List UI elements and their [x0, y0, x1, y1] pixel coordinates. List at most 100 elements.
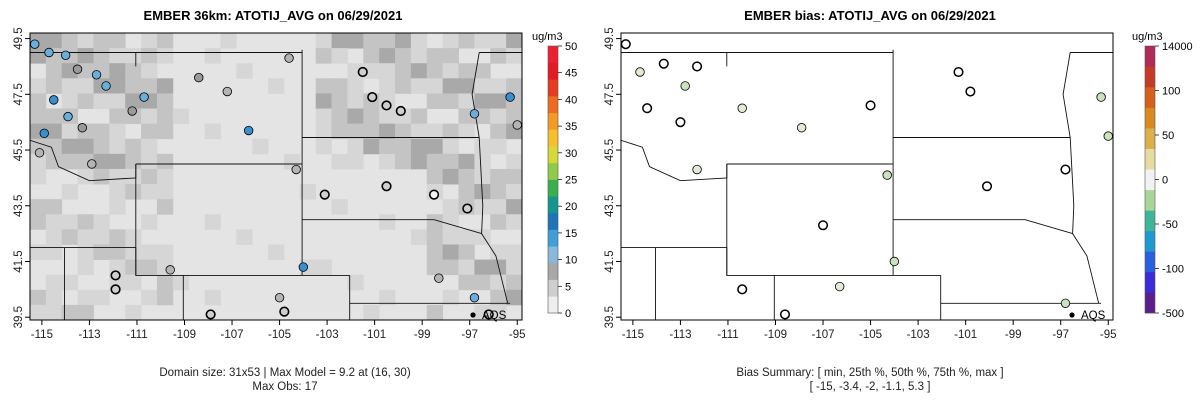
- obs-point: [358, 68, 367, 77]
- heatmap-cell: [236, 229, 252, 245]
- x-tick-label: -95: [1100, 329, 1117, 341]
- heatmap-cell: [78, 229, 94, 245]
- obs-point: [61, 51, 70, 60]
- heatmap-cell: [205, 124, 221, 140]
- heatmap-cell: [363, 48, 379, 64]
- x-tick-label: -111: [126, 329, 147, 341]
- heatmap-cell: [490, 139, 506, 155]
- obs-point: [49, 96, 58, 105]
- bias-point: [819, 221, 828, 230]
- bias-point: [676, 118, 685, 127]
- heatmap-cell: [332, 78, 348, 94]
- heatmap-cell: [411, 109, 427, 125]
- obs-point: [320, 190, 329, 199]
- heatmap-cell: [427, 63, 443, 79]
- heatmap-cell: [506, 214, 522, 230]
- heatmap-cell: [506, 33, 522, 49]
- heatmap-cell: [443, 154, 459, 170]
- heatmap-cell: [93, 214, 109, 230]
- heatmap-cell: [316, 48, 332, 64]
- heatmap-cell: [506, 154, 522, 170]
- aqs-label: AQS: [1081, 310, 1106, 322]
- heatmap-cell: [93, 48, 109, 64]
- colorbar-swatch: [548, 230, 558, 247]
- heatmap-cell: [109, 139, 125, 155]
- heatmap-cell: [62, 184, 78, 200]
- heatmap-cell: [411, 139, 427, 155]
- colorbar-swatch: [1145, 87, 1155, 108]
- x-tick-label: -101: [363, 329, 386, 341]
- x-tick-label: -101: [954, 329, 977, 341]
- heatmap-cell: [125, 139, 141, 155]
- heatmap-cell: [157, 290, 173, 306]
- obs-point: [396, 107, 405, 116]
- heatmap-cell: [157, 93, 173, 109]
- colorbar-swatch: [1145, 251, 1155, 272]
- heatmap-cell: [46, 290, 62, 306]
- heatmap-cell: [78, 78, 94, 94]
- heatmap-cell: [506, 244, 522, 260]
- bias-point: [621, 40, 630, 49]
- colorbar-swatch: [548, 213, 558, 230]
- heatmap-cell: [316, 93, 332, 109]
- heatmap-cell: [427, 244, 443, 260]
- colorbar-unit: ug/m3: [532, 31, 563, 43]
- heatmap-cell: [93, 139, 109, 155]
- obs-point: [470, 110, 479, 119]
- bias-point: [1097, 93, 1106, 102]
- colorbar-tick-label: 10: [565, 255, 577, 267]
- bias-point: [636, 68, 645, 77]
- heatmap-cell: [62, 154, 78, 170]
- bias-point: [1104, 132, 1113, 141]
- heatmap-cell: [411, 154, 427, 170]
- heatmap-cell: [332, 93, 348, 109]
- heatmap-cell: [78, 48, 94, 64]
- bias-point: [1061, 299, 1070, 308]
- obs-point: [30, 40, 39, 49]
- map-background: [621, 33, 1113, 320]
- y-tick-label: 45.5: [13, 139, 25, 161]
- heatmap-cell: [30, 214, 46, 230]
- model-caption-line-1: Domain size: 31x53 | Max Model = 9.2 at …: [159, 367, 410, 379]
- bias-point: [890, 257, 899, 266]
- heatmap-cell: [474, 229, 490, 245]
- obs-point: [470, 293, 479, 302]
- colorbar-swatch: [548, 263, 558, 280]
- heatmap-cell: [125, 78, 141, 94]
- heatmap-cell: [62, 124, 78, 140]
- heatmap-cell: [395, 33, 411, 49]
- heatmap-cell: [427, 78, 443, 94]
- colorbar-swatch: [548, 46, 558, 63]
- heatmap-cell: [78, 93, 94, 109]
- colorbar-swatch: [1145, 272, 1155, 293]
- colorbar-tick-label: 15: [565, 228, 577, 240]
- heatmap-cell: [443, 214, 459, 230]
- heatmap-cell: [332, 33, 348, 49]
- heatmap-cell: [46, 305, 62, 321]
- heatmap-cell: [109, 184, 125, 200]
- obs-point: [244, 126, 253, 135]
- obs-point: [275, 293, 284, 302]
- heatmap-cell: [157, 78, 173, 94]
- colorbar-unit: ug/m3: [1132, 31, 1163, 43]
- heatmap-cell: [109, 33, 125, 49]
- obs-point: [73, 65, 82, 74]
- heatmap-cell: [141, 48, 157, 64]
- heatmap-cell: [332, 154, 348, 170]
- heatmap-cell: [62, 93, 78, 109]
- heatmap-cell: [490, 48, 506, 64]
- heatmap-cell: [316, 78, 332, 94]
- obs-point: [368, 93, 377, 102]
- bias-colorbar: ug/m3 -500-100-5005010014000: [1132, 31, 1193, 320]
- heatmap-cell: [506, 275, 522, 291]
- heatmap-cell: [347, 109, 363, 125]
- heatmap-cell: [268, 244, 284, 260]
- heatmap-cell: [395, 139, 411, 155]
- x-tick-label: -99: [414, 329, 431, 341]
- x-tick-label: -105: [268, 329, 291, 341]
- heatmap-cell: [506, 199, 522, 215]
- heatmap-cell: [443, 124, 459, 140]
- bias-point: [966, 87, 975, 96]
- obs-point: [87, 160, 96, 169]
